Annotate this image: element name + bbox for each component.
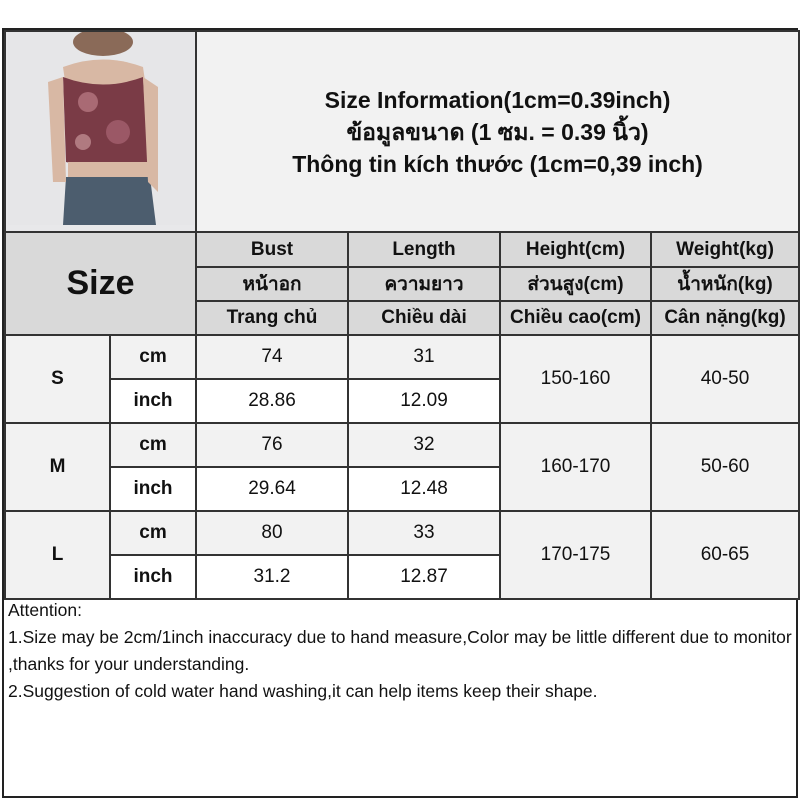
size-row-cm: M cm 76 32 160-170 50-60	[4, 422, 800, 512]
length-inch: 12.09	[347, 378, 501, 424]
height-range: 170-175	[499, 510, 652, 600]
size-header: Size	[4, 231, 197, 336]
height-range: 160-170	[499, 422, 652, 512]
col-header-weight-vi: Cân nặng(kg)	[649, 300, 800, 336]
col-header-length-en: Length	[347, 231, 501, 268]
unit-label-inch: inch	[109, 378, 197, 424]
bust-cm: 76	[195, 422, 349, 468]
height-range: 150-160	[499, 334, 652, 424]
bust-inch: 31.2	[195, 554, 349, 600]
product-photo	[4, 30, 197, 233]
size-table: Size Information(1cm=0.39inch) ข้อมูลขนา…	[4, 30, 800, 600]
col-header-bust-en: Bust	[195, 231, 349, 268]
size-row-inch: inch 31.2 12.87	[5, 554, 799, 600]
bust-cm: 80	[195, 510, 349, 556]
unit-label-inch: inch	[109, 466, 197, 512]
col-header-bust-th: หน้าอก	[195, 266, 349, 302]
size-label: S	[4, 334, 111, 424]
size-row-cm: S cm 74 31 150-160 40-50	[4, 334, 800, 424]
size-row-inch: inch 29.64 12.48	[5, 466, 799, 512]
col-header-height-vi: Chiều cao(cm)	[499, 300, 652, 336]
attention-notes: Attention: 1.Size may be 2cm/1inch inacc…	[4, 595, 796, 707]
size-label: M	[4, 422, 111, 512]
col-header-height-en: Height(cm)	[499, 231, 652, 268]
weight-range: 50-60	[649, 422, 800, 512]
length-cm: 33	[347, 510, 501, 556]
length-cm: 32	[347, 422, 501, 468]
length-cm: 31	[347, 334, 501, 380]
size-label: L	[4, 510, 111, 600]
col-header-length-vi: Chiều dài	[347, 300, 501, 336]
length-inch: 12.48	[347, 466, 501, 512]
attention-line-1: 1.Size may be 2cm/1inch inaccuracy due t…	[8, 627, 792, 674]
size-row-cm: L cm 80 33 170-175 60-65	[4, 510, 800, 600]
unit-label-inch: inch	[109, 554, 197, 600]
size-chart: Size Information(1cm=0.39inch) ข้อมูลขนา…	[2, 28, 800, 798]
col-header-length-th: ความยาว	[347, 266, 501, 302]
attention-heading: Attention:	[8, 600, 82, 620]
unit-label-cm: cm	[109, 510, 197, 556]
col-header-height-th: ส่วนสูง(cm)	[499, 266, 652, 302]
col-header-weight-th: น้ำหนัก(kg)	[649, 266, 800, 302]
size-row-inch: inch 28.86 12.09	[5, 378, 799, 424]
col-header-weight-en: Weight(kg)	[649, 231, 800, 268]
weight-range: 40-50	[649, 334, 800, 424]
unit-label-cm: cm	[109, 422, 197, 468]
bust-inch: 28.86	[195, 378, 349, 424]
unit-label-cm: cm	[109, 334, 197, 380]
length-inch: 12.87	[347, 554, 501, 600]
col-header-bust-vi: Trang chủ	[195, 300, 349, 336]
attention-line-2: 2.Suggestion of cold water hand washing,…	[8, 681, 598, 701]
title-th: ข้อมูลขนาด (1 ซม. = 0.39 นิ้ว)	[346, 118, 649, 145]
title-cell: Size Information(1cm=0.39inch) ข้อมูลขนา…	[194, 30, 800, 233]
model-image	[7, 33, 194, 225]
title-vi: Thông tin kích thước (1cm=0,39 inch)	[292, 150, 703, 177]
title-en: Size Information(1cm=0.39inch)	[324, 86, 671, 113]
bust-inch: 29.64	[195, 466, 349, 512]
bust-cm: 74	[195, 334, 349, 380]
weight-range: 60-65	[649, 510, 800, 600]
